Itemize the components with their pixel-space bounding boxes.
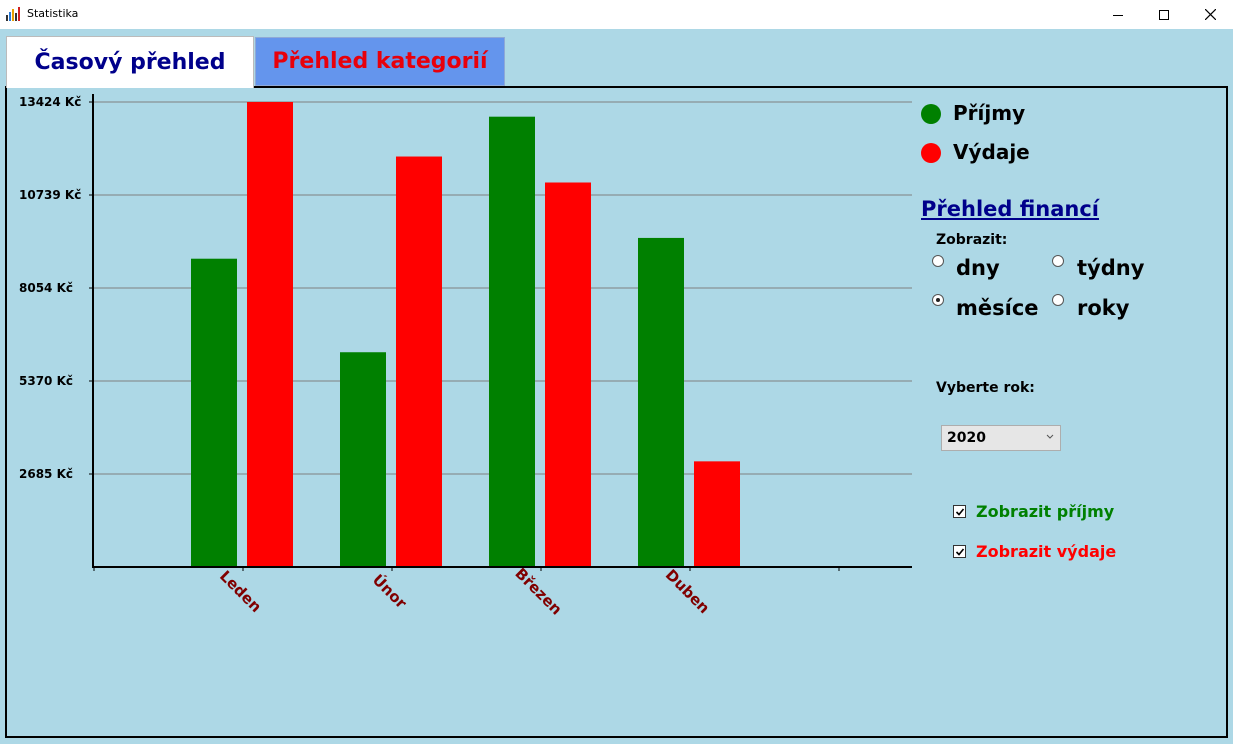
year-select-label: Vyberte rok: xyxy=(936,380,1035,396)
radio-months-label[interactable]: měsíce xyxy=(956,296,1039,320)
main-panel xyxy=(5,86,1228,738)
radio-weeks[interactable] xyxy=(1052,255,1064,267)
title-bar: Statistika xyxy=(0,0,1233,29)
year-select-value: 2020 xyxy=(947,430,986,446)
tab-category-overview-label: Přehled kategorií xyxy=(272,49,488,74)
show-expenses-label[interactable]: Zobrazit výdaje xyxy=(976,542,1117,561)
bar-income xyxy=(340,352,386,567)
window-title: Statistika xyxy=(27,7,79,20)
bar-expenses xyxy=(247,102,293,567)
y-tick-label: 5370 Kč xyxy=(19,374,73,388)
chevron-down-icon xyxy=(1046,434,1054,439)
show-income-checkbox[interactable] xyxy=(953,505,966,518)
maximize-button[interactable] xyxy=(1141,0,1187,29)
chart-app-icon xyxy=(6,7,20,21)
radio-years[interactable] xyxy=(1052,294,1064,306)
bar-expenses xyxy=(396,156,442,567)
tab-time-overview[interactable]: Časový přehled xyxy=(6,36,254,88)
tab-category-overview[interactable]: Přehled kategorií xyxy=(255,37,505,86)
year-select[interactable]: 2020 xyxy=(941,425,1061,451)
finance-overview-title[interactable]: Přehled financí xyxy=(921,197,1100,221)
minimize-button[interactable] xyxy=(1095,0,1141,29)
close-icon xyxy=(1204,9,1216,20)
show-income-label[interactable]: Zobrazit příjmy xyxy=(976,502,1115,521)
maximize-icon xyxy=(1159,9,1169,20)
x-tick-label: Březen xyxy=(511,564,565,618)
x-tick-label: Únor xyxy=(369,570,412,613)
radio-days-label[interactable]: dny xyxy=(956,256,1000,280)
bar-expenses xyxy=(694,461,740,567)
legend-dot-expenses xyxy=(921,143,941,163)
close-button[interactable] xyxy=(1187,0,1233,29)
bar-income xyxy=(638,237,684,567)
legend-label-expenses: Výdaje xyxy=(953,140,1030,164)
y-tick-label: 13424 Kč xyxy=(19,95,81,109)
radio-weeks-label[interactable]: týdny xyxy=(1077,256,1145,280)
checkmark-icon xyxy=(955,547,964,556)
y-tick-label: 8054 Kč xyxy=(19,281,73,295)
show-expenses-checkbox[interactable] xyxy=(953,545,966,558)
checkmark-icon xyxy=(955,507,964,516)
minimize-icon xyxy=(1113,14,1123,16)
y-tick-label: 10739 Kč xyxy=(19,188,81,202)
y-tick-label: 2685 Kč xyxy=(19,467,73,481)
legend-dot-income xyxy=(921,104,941,124)
bar-income xyxy=(191,258,237,567)
show-label: Zobrazit: xyxy=(936,232,1008,248)
x-tick-label: Duben xyxy=(662,566,713,617)
radio-months[interactable] xyxy=(932,294,944,306)
radio-years-label[interactable]: roky xyxy=(1077,296,1130,320)
tab-time-overview-label: Časový přehled xyxy=(34,50,226,75)
legend-label-income: Příjmy xyxy=(953,101,1026,125)
bar-expenses xyxy=(545,182,591,568)
radio-days[interactable] xyxy=(932,255,944,267)
x-tick-label: Leden xyxy=(216,567,265,616)
bar-income xyxy=(489,116,535,567)
